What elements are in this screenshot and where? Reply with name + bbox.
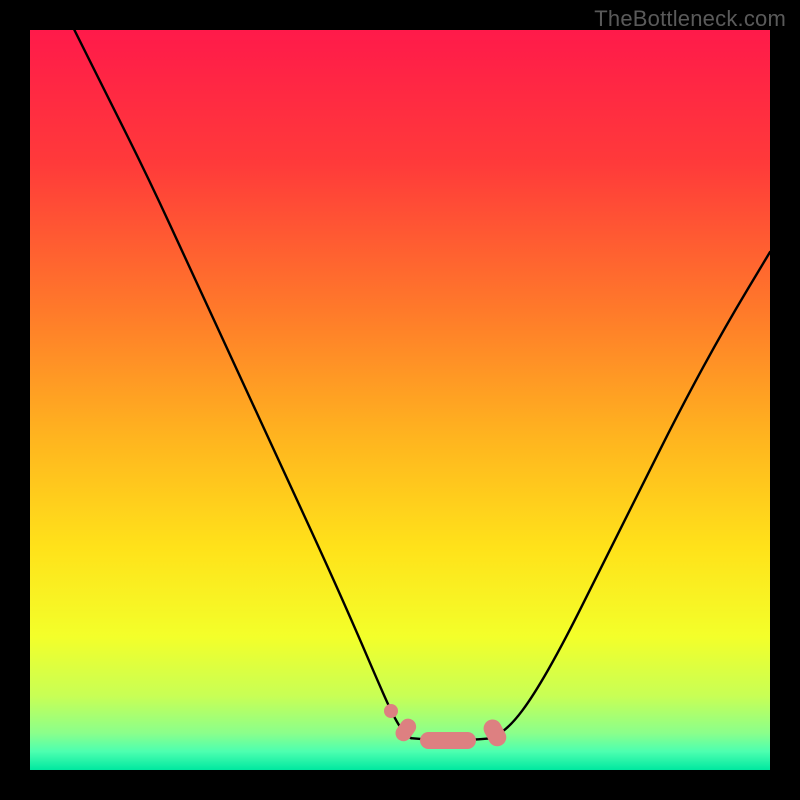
watermark-text: TheBottleneck.com [594,6,786,32]
curve-right [493,252,771,738]
curve-layer [30,30,770,770]
curve-left [74,30,411,738]
plot-area [30,30,770,770]
marker-dot [384,704,398,718]
chart-frame: TheBottleneck.com [0,0,800,800]
marker-pill [420,732,476,748]
